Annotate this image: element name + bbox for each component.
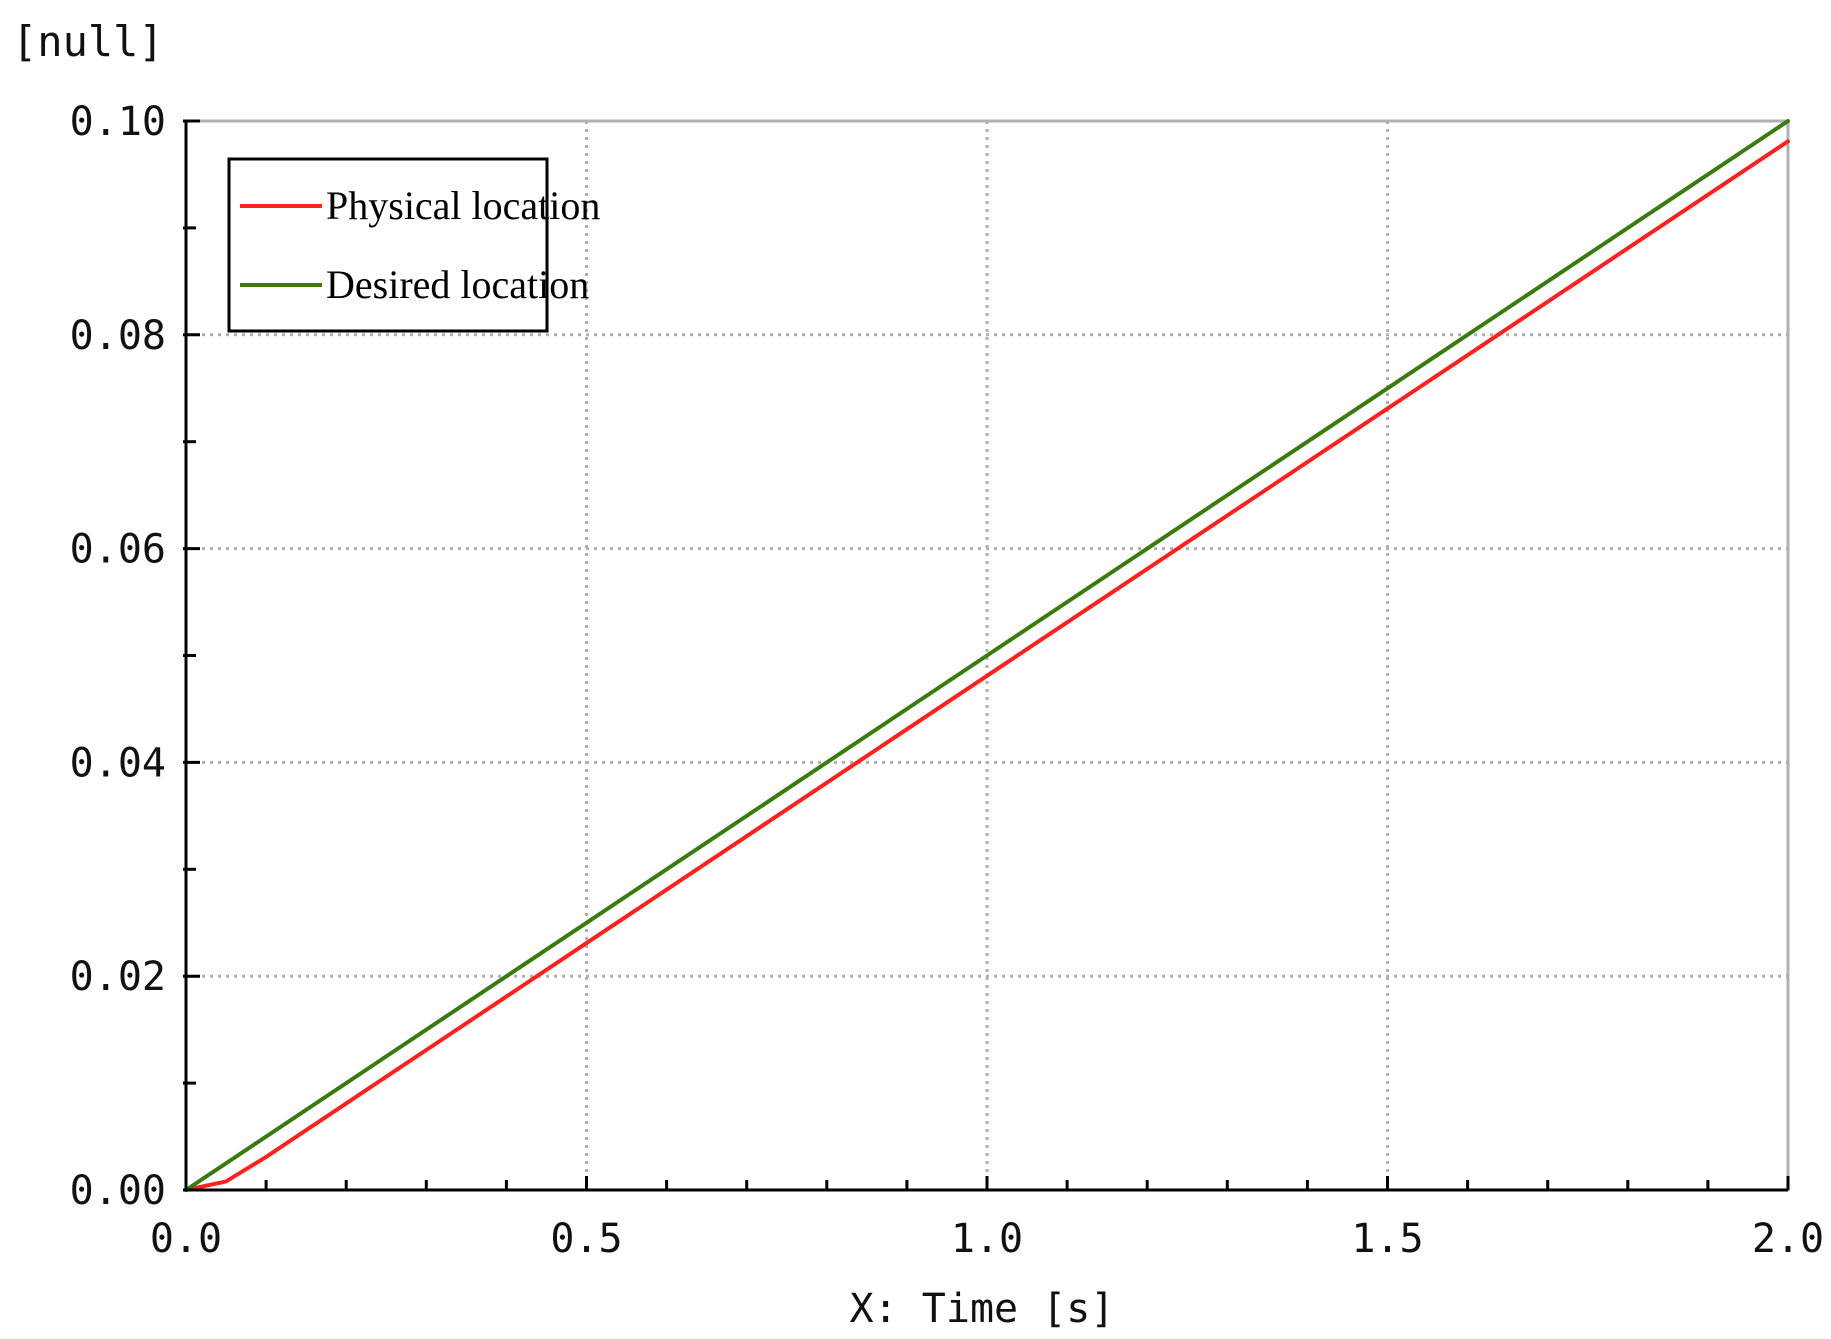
series-line-desired-location — [184, 119, 1790, 1192]
y-tick-label: 0.02 — [70, 954, 166, 1000]
x-tick-label: 2.0 — [1752, 1216, 1824, 1262]
x-tick-label: 1.0 — [951, 1216, 1023, 1262]
y-tick-label: 0.10 — [70, 99, 166, 145]
y-tick-label: 0.06 — [70, 527, 166, 573]
axis-ticks: 0.0 0.5 1.0 1.5 2.0 0.00 0.02 0.04 0.06 0.08 0.10 — [70, 99, 1824, 1262]
series-line-physical-location — [184, 139, 1790, 1192]
x-tick-label: 0.0 — [150, 1216, 222, 1262]
series-lines — [184, 119, 1790, 1192]
legend-box — [227, 157, 549, 333]
y-tick-label: 0.08 — [70, 313, 166, 359]
legend-label-physical-location: Physical location — [326, 183, 600, 228]
x-tick-label: 1.5 — [1351, 1216, 1423, 1262]
grid — [186, 121, 1788, 1190]
y-unit-label: [null] — [12, 17, 164, 66]
legend-label-desired-location: Desired location — [326, 262, 589, 307]
legend: Physical location Desired location — [227, 157, 600, 333]
y-tick-label: 0.00 — [70, 1168, 166, 1214]
y-tick-label: 0.04 — [70, 740, 166, 786]
x-axis-title: X: Time [s] — [850, 1286, 1115, 1332]
x-tick-label: 0.5 — [550, 1216, 622, 1262]
